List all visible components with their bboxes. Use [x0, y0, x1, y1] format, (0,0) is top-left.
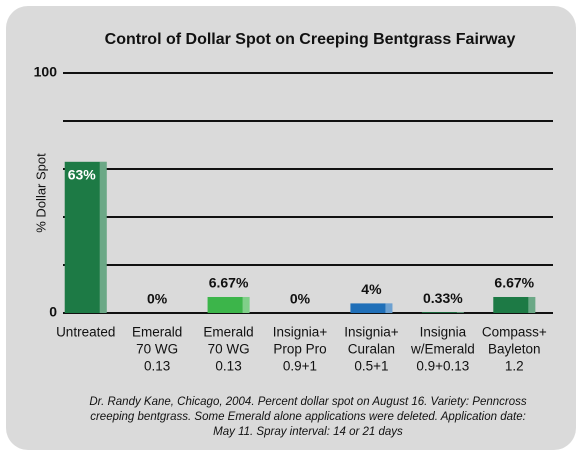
bar-highlight: [242, 296, 250, 313]
data-label: 6.67%: [209, 275, 249, 291]
data-label: 63%: [68, 167, 97, 183]
x-tick-label: 0.5+1: [354, 359, 388, 374]
panel: [6, 6, 576, 450]
bar-highlight: [528, 296, 536, 313]
bar: [350, 303, 393, 313]
y-axis-label: % Dollar Spot: [33, 153, 48, 233]
data-label: 0%: [290, 291, 311, 307]
footnote: Dr. Randy Kane, Chicago, 2004. Percent d…: [89, 396, 526, 408]
data-label: 4%: [361, 281, 382, 297]
x-tick-label: Untreated: [56, 325, 115, 340]
x-tick-label: Compass+: [482, 325, 547, 340]
x-tick-label: Insignia: [420, 325, 467, 340]
chart-title: Control of Dollar Spot on Creeping Bentg…: [105, 31, 516, 48]
x-tick-label: 0.13: [144, 359, 170, 374]
x-tick-label: Insignia+: [273, 325, 328, 340]
bar: [64, 161, 107, 313]
x-tick-label: Emerald: [132, 325, 182, 340]
x-tick-label: 70 WG: [208, 342, 250, 357]
y-tick-label: 100: [34, 64, 58, 80]
footnote: creeping bentgrass. Some Emerald alone a…: [90, 411, 526, 423]
bar: [493, 296, 536, 313]
data-label: 0.33%: [423, 290, 463, 306]
y-tick-label: 0: [49, 304, 57, 320]
bar-highlight: [385, 303, 393, 313]
x-tick-label: Curalan: [348, 342, 395, 357]
bar: [207, 296, 250, 313]
bar: [421, 312, 464, 313]
x-tick-label: 0.9+0.13: [416, 359, 469, 374]
footnote: May 11. Spray interval: 14 or 21 days: [213, 426, 403, 438]
x-tick-label: Bayleton: [488, 342, 541, 357]
x-tick-label: Emerald: [203, 325, 253, 340]
bar-highlight: [456, 312, 464, 313]
x-tick-label: 70 WG: [136, 342, 178, 357]
x-tick-label: 0.13: [215, 359, 241, 374]
x-tick-label: w/Emerald: [410, 342, 475, 357]
x-tick-label: 1.2: [505, 359, 524, 374]
data-label: 6.67%: [494, 275, 534, 291]
x-tick-label: Insignia+: [344, 325, 399, 340]
data-label: 0%: [147, 291, 168, 307]
x-tick-label: 0.9+1: [283, 359, 317, 374]
bar-highlight: [99, 161, 107, 313]
x-tick-label: Prop Pro: [273, 342, 326, 357]
